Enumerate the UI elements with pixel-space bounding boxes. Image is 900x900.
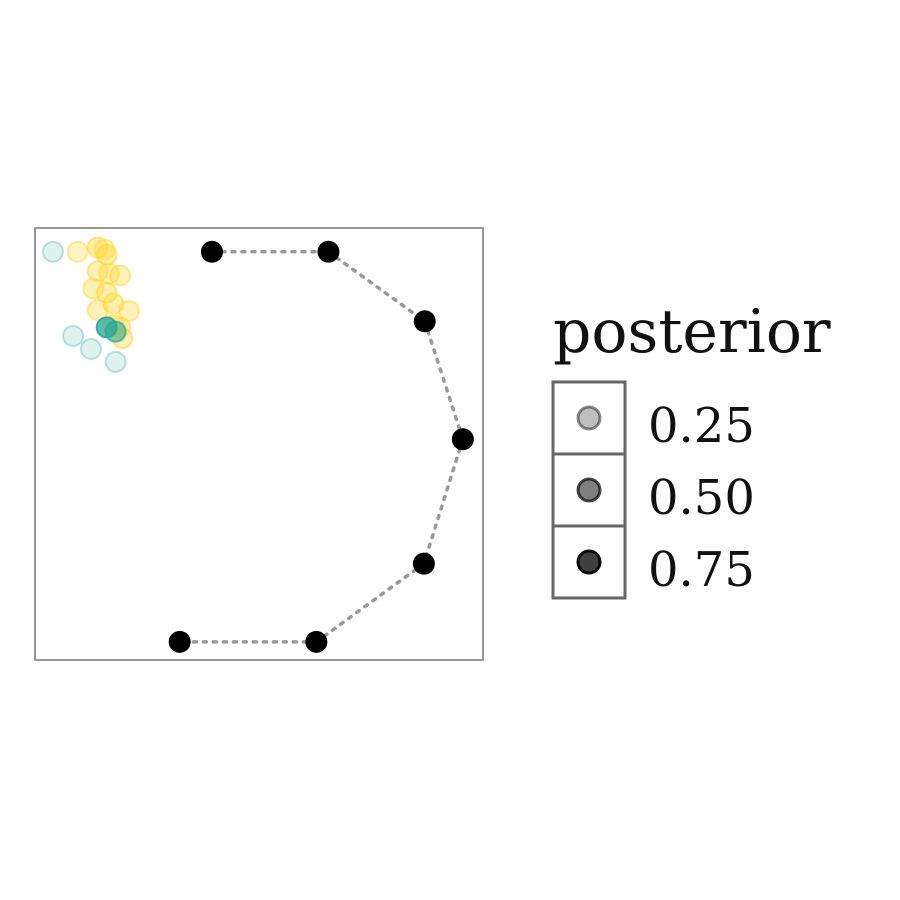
legend-keys — [551, 380, 627, 600]
path-point — [305, 630, 328, 653]
cluster-point — [66, 240, 89, 263]
cluster-point — [82, 277, 105, 300]
legend-label-2: 0.50 — [648, 470, 755, 526]
path-connectors — [177, 250, 465, 644]
path-point — [451, 428, 474, 451]
cluster-point — [104, 350, 127, 373]
legend-key-dot — [576, 405, 602, 431]
legend-title: posterior — [553, 297, 831, 367]
path-point — [200, 240, 223, 263]
path-point — [413, 310, 436, 333]
legend-label-3: 0.75 — [648, 542, 755, 598]
point-cluster — [41, 236, 141, 373]
path-connector — [422, 437, 465, 566]
cluster-point — [104, 320, 127, 343]
cluster-point — [86, 299, 109, 322]
path-points — [168, 240, 474, 653]
legend: posterior 0.25 0.50 0.75 — [551, 297, 831, 600]
legend-key-dot — [576, 477, 602, 503]
cluster-point — [95, 243, 118, 266]
cluster-point — [62, 325, 85, 347]
cluster-point — [95, 281, 118, 304]
path-point — [168, 630, 191, 653]
path-connector — [326, 250, 427, 324]
path-connector — [314, 561, 426, 644]
path-connector — [423, 319, 465, 441]
path-point — [317, 240, 340, 263]
cluster-point — [118, 299, 141, 322]
path-point — [412, 552, 435, 575]
legend-key-dot — [576, 549, 602, 575]
legend-key-box — [551, 524, 627, 600]
legend-label-1: 0.25 — [648, 398, 755, 454]
cluster-point — [109, 264, 132, 287]
cluster-point — [41, 240, 64, 263]
cluster-point — [80, 337, 102, 360]
plot-frame — [34, 227, 484, 661]
